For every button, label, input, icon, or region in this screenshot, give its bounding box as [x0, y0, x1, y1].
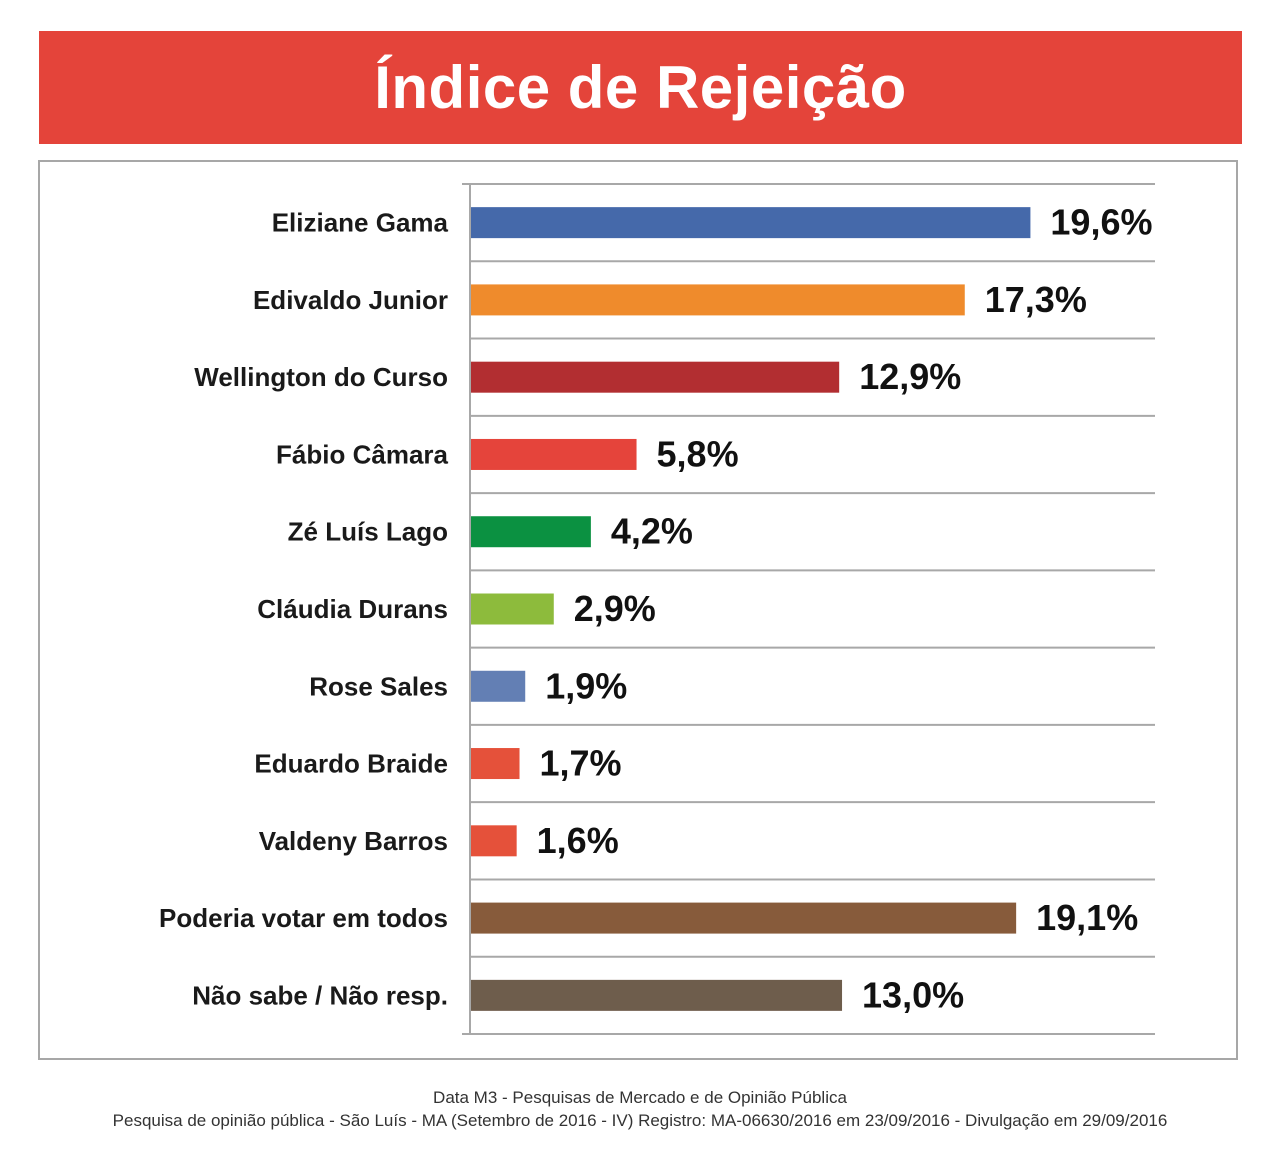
bar	[471, 902, 1017, 934]
data-label: 19,6%	[1050, 202, 1152, 243]
data-label: 1,6%	[537, 820, 619, 861]
footer-registration: Pesquisa de opinião pública - São Luís -…	[112, 1111, 1168, 1130]
bar	[471, 207, 1031, 239]
category-label: Cláudia Durans	[257, 594, 448, 624]
chart-title: Índice de Rejeição	[374, 54, 907, 121]
title-banner: Índice de Rejeição	[39, 31, 1242, 144]
data-label: 17,3%	[985, 279, 1087, 320]
bar	[471, 361, 840, 393]
footer-source: Data M3 - Pesquisas de Mercado e de Opin…	[433, 1088, 847, 1107]
bar	[471, 825, 517, 857]
category-label: Poderia votar em todos	[159, 903, 448, 933]
bar	[471, 748, 520, 780]
bar	[471, 979, 843, 1011]
data-label: 13,0%	[862, 974, 964, 1015]
category-label: Wellington do Curso	[194, 362, 448, 392]
bar	[471, 438, 637, 470]
category-label: Eliziane Gama	[272, 208, 449, 238]
data-label: 12,9%	[859, 356, 961, 397]
category-label: Fábio Câmara	[276, 439, 448, 469]
data-label: 2,9%	[574, 588, 656, 629]
category-label: Não sabe / Não resp.	[192, 980, 448, 1010]
data-label: 1,7%	[540, 743, 622, 784]
data-label: 1,9%	[545, 665, 627, 706]
bar	[471, 593, 554, 625]
category-label: Valdeny Barros	[259, 826, 448, 856]
data-label: 19,1%	[1036, 897, 1138, 938]
category-label: Eduardo Braide	[254, 749, 448, 779]
bar	[471, 516, 591, 548]
category-label: Edivaldo Junior	[253, 285, 448, 315]
chart-frame	[38, 160, 1238, 1060]
data-label: 5,8%	[657, 433, 739, 474]
category-label: Zé Luís Lago	[288, 517, 448, 547]
data-label: 4,2%	[611, 511, 693, 552]
bar	[471, 284, 965, 316]
category-label: Rose Sales	[309, 671, 448, 701]
bar	[471, 670, 526, 702]
